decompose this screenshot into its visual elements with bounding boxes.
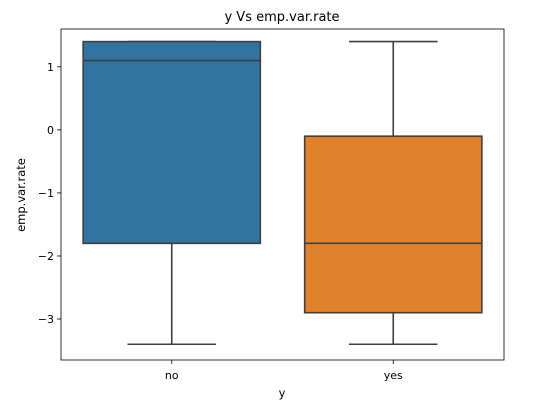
y-axis: 1 0 −1 −2 −3 [38,61,61,326]
box-body [303,135,483,314]
y-tick-label: −3 [38,313,54,326]
chart-title: y Vs emp.var.rate [224,10,339,25]
y-axis-label: emp.var.rate [14,158,28,232]
box-yes [303,40,483,346]
x-axis: no yes [165,360,403,382]
plot-area [82,40,483,346]
y-tick-label: 0 [47,124,54,137]
y-tick-label: −2 [38,250,54,263]
box-no [82,40,262,346]
x-tick-label: no [165,369,179,382]
y-tick-label: 1 [47,61,54,74]
plot-frame [60,28,505,361]
x-axis-label: y [279,386,286,400]
x-tick-label: yes [384,369,403,382]
box-body [82,40,262,245]
y-tick-label: −1 [38,187,54,200]
